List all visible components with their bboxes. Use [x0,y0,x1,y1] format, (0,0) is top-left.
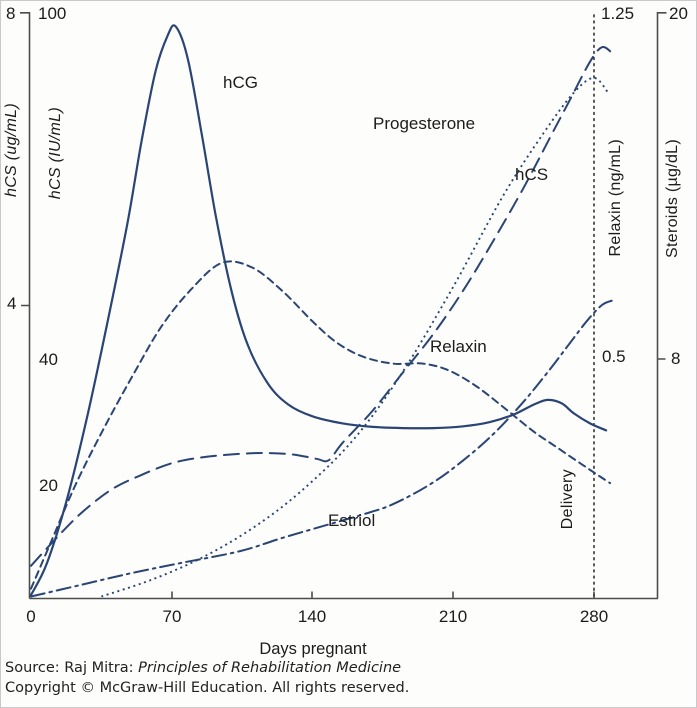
curve-progesterone [30,45,614,567]
source-prefix: Source: Raj Mitra: [5,660,139,676]
x-axis-line [29,591,658,600]
right-outer-tick-mid: 8 [671,349,681,368]
curve-estriol [30,299,614,598]
copyright-line: Copyright © McGraw-Hill Education. All r… [5,680,410,696]
right-inner-axis-title: Relaxin (ng/mL) [607,139,624,257]
delivery-annotation-label: Delivery [559,469,576,530]
curve-hcg [29,24,608,597]
right-inner-tick-mid: 0.5 [602,347,626,366]
right-outer-tick-top: 20 [669,4,688,23]
curve-label-progesterone: Progesterone [373,114,476,133]
curve-label-hcs: hCS [515,165,549,184]
left-outer-axis-title: hCS (ug/mL) [3,103,20,197]
x-tick-0: 0 [26,607,36,626]
x-tick-280: 280 [579,607,609,626]
axes-group [20,12,667,600]
left-inner-tick-low: 20 [39,476,58,495]
source-book-title: Principles of Rehabilitation Medicine [138,660,402,676]
curve-label-relaxin: Relaxin [430,337,487,356]
x-axis-title: Days pregnant [259,640,367,658]
left-inner-tick-top: 100 [38,4,67,23]
left-axis-line [20,12,31,599]
curve-label-hcg: hCG [223,73,258,92]
curve-label-estriol: Estriol [328,511,376,530]
right-inner-tick-top: 1.25 [601,4,635,23]
series-curves-layer [29,24,614,598]
left-inner-axis-title: hCS (IU/mL) [47,107,64,200]
left-inner-tick-mid: 40 [39,350,58,369]
left-outer-tick-mid: 4 [7,294,17,313]
right-axis-line [656,12,667,599]
x-tick-210: 210 [438,607,468,626]
x-tick-140: 140 [297,607,327,626]
left-outer-tick-top: 8 [6,4,16,23]
right-outer-axis-title: Steroids (µg/dL) [664,139,681,258]
curve-hcs [101,76,609,598]
curve-relaxin [30,260,612,590]
source-line: Source: Raj Mitra: Principles of Rehabil… [5,660,401,676]
x-tick-70: 70 [162,607,182,626]
